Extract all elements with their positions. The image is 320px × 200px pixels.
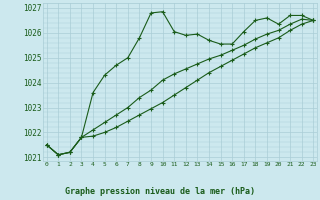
Text: Graphe pression niveau de la mer (hPa): Graphe pression niveau de la mer (hPa) (65, 187, 255, 196)
